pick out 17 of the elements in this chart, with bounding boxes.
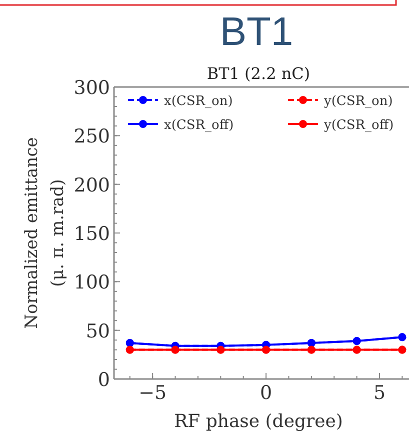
legend-label: y(CSR_off) (323, 118, 394, 133)
legend-label: x(CSR_on) (164, 94, 233, 109)
legend-label: y(CSR_on) (323, 94, 393, 109)
legend-label: x(CSR_off) (164, 118, 234, 133)
x-tick-label: −5 (138, 382, 167, 404)
y-tick-label: 250 (74, 126, 110, 148)
y-tick-label: 200 (74, 174, 110, 196)
y-tick-label: 50 (86, 320, 110, 342)
chart-subtitle: BT1 (220, 10, 294, 54)
y-tick-label: 100 (74, 272, 110, 294)
y-axis-title: Normalized emittance (μ. π. m.rad) (22, 137, 68, 329)
x-axis-title: RF phase (degree) (174, 411, 343, 432)
x-tick-label: 5 (373, 382, 386, 404)
chart-title: BT1 (2.2 nC) (206, 64, 310, 83)
x-tick-label: 0 (260, 382, 272, 404)
y-tick-label: 300 (74, 77, 110, 99)
y-tick-label: 150 (74, 223, 110, 245)
